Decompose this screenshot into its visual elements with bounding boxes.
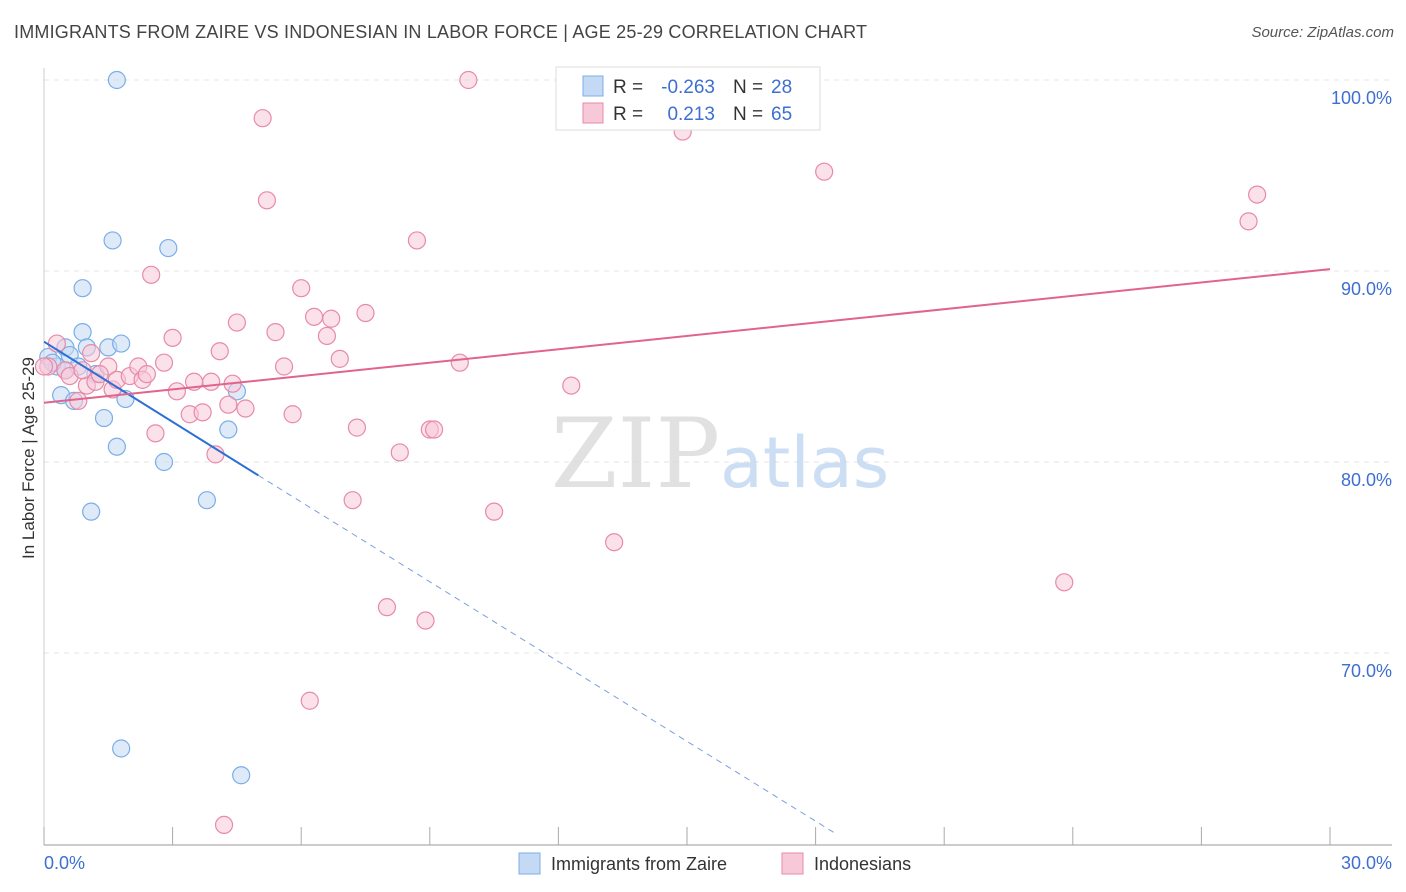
zaire-trend-extension: [258, 474, 838, 835]
indonesians-point-33: [304, 307, 324, 326]
indonesians-point-64: [34, 357, 54, 376]
indonesians-point-57: [300, 691, 319, 710]
legend-n-value-indonesians: 65: [771, 104, 792, 125]
indonesians-point-49: [562, 376, 581, 395]
indonesians-point-50: [605, 533, 624, 552]
y-tick-label-70: 70.0%: [1341, 661, 1392, 681]
legend-r-value-indonesians: 0.213: [667, 104, 715, 125]
zaire-point-7: [73, 323, 92, 342]
indonesians-point-30: [274, 357, 294, 376]
indonesians-point-28: [257, 191, 277, 210]
indonesians-point-37: [343, 491, 362, 510]
trend-lines: [43, 268, 1331, 835]
watermark-zip: ZIP: [551, 398, 720, 510]
stats-legend: R = -0.263 N = 28 R = 0.213 N = 65: [555, 66, 821, 131]
indonesians-point-45: [424, 420, 444, 439]
y-axis-title: In Labor Force | Age 25-29: [19, 357, 38, 559]
indonesians-point-14: [142, 265, 161, 284]
indonesians-point-58: [214, 815, 234, 835]
zaire-point-12: [94, 408, 114, 428]
zaire-point-23: [107, 70, 126, 90]
y-tick-labels: 70.0% 80.0% 90.0% 100.0%: [1331, 88, 1392, 681]
legend-r-value-zaire: -0.263: [661, 77, 715, 98]
zaire-point-8: [73, 279, 92, 298]
indonesians-point-29: [266, 323, 285, 342]
x-ticks: [43, 827, 1331, 845]
indonesians-point-39: [356, 303, 375, 323]
chart-title: IMMIGRANTS FROM ZAIRE VS INDONESIAN IN L…: [14, 22, 868, 42]
zaire-point-21: [219, 420, 238, 439]
indonesians-point-17: [163, 328, 182, 347]
indonesians-point-31: [283, 405, 302, 424]
legend-r-label-indonesians: R =: [613, 104, 643, 125]
legend-swatch-zaire: [582, 75, 604, 97]
legend-n-value-zaire: 28: [771, 77, 792, 98]
zaire-point-20: [197, 491, 216, 510]
indonesians-point-62: [137, 365, 156, 384]
indonesians-trend-line: [43, 268, 1331, 404]
y-tick-label-100: 100.0%: [1331, 88, 1392, 108]
indonesians-point-41: [390, 443, 409, 462]
zaire-point-25: [232, 766, 251, 785]
indonesians-point-55: [1239, 212, 1258, 231]
indonesians-point-63: [202, 372, 221, 391]
x-tick-label-max: 30.0%: [1341, 853, 1392, 873]
watermark-atlas: atlas: [720, 422, 889, 504]
y-tick-label-80: 80.0%: [1341, 470, 1392, 490]
indonesians-point-18: [167, 382, 186, 401]
zaire-point-14: [103, 231, 122, 250]
indonesians-point-48: [485, 502, 504, 521]
indonesians-point-26: [236, 399, 255, 418]
zaire-trend-line: [43, 340, 259, 477]
zaire-point-24: [112, 739, 131, 758]
watermark: ZIPatlas: [551, 398, 889, 510]
chart-source: Source: ZipAtlas.com: [1251, 24, 1394, 41]
indonesians-point-43: [416, 611, 435, 630]
grid-lines: [44, 79, 1392, 654]
indonesians-point-21: [193, 403, 212, 422]
x-tick-label-min: 0.0%: [44, 853, 85, 873]
indonesians-point-35: [322, 309, 341, 328]
indonesians-point-56: [1248, 185, 1267, 204]
zaire-point-15: [107, 437, 126, 456]
legend-n-label-indonesians: N =: [733, 104, 763, 125]
zaire-point-16: [112, 334, 131, 353]
indonesians-point-24: [219, 395, 238, 414]
legend-r-label-zaire: R =: [613, 77, 643, 98]
zaire-point-18: [154, 452, 174, 472]
indonesians-point-38: [347, 418, 367, 437]
indonesians-point-16: [154, 353, 174, 372]
indonesians-point-32: [292, 279, 311, 298]
indonesians-point-46: [450, 353, 469, 372]
series-legend-swatch-indonesians: [781, 852, 804, 875]
legend-n-label-zaire: N =: [733, 77, 763, 98]
indonesians-point-47: [459, 70, 478, 90]
indonesians-point-40: [377, 598, 397, 617]
series-legend: Immigrants from Zaire Indonesians: [518, 852, 911, 875]
zaire-point-19: [159, 238, 178, 258]
indonesians-point-15: [146, 424, 165, 443]
indonesians-point-25: [227, 313, 246, 332]
data-points: [34, 70, 1267, 835]
indonesians-point-27: [253, 109, 272, 128]
y-tick-label-90: 90.0%: [1341, 279, 1392, 299]
indonesians-point-36: [330, 349, 349, 368]
series-legend-swatch-zaire: [518, 852, 541, 875]
indonesians-point-54: [1055, 573, 1074, 592]
series-legend-label-indonesians: Indonesians: [814, 854, 911, 874]
indonesians-point-53: [815, 162, 834, 181]
indonesians-point-23: [210, 342, 229, 361]
indonesians-point-6: [82, 344, 101, 363]
indonesians-point-42: [407, 231, 427, 250]
series-legend-label-zaire: Immigrants from Zaire: [551, 854, 727, 874]
indonesians-point-4: [69, 391, 88, 410]
zaire-point-10: [82, 502, 101, 521]
indonesians-point-34: [317, 326, 337, 346]
legend-swatch-indonesians: [582, 102, 604, 124]
